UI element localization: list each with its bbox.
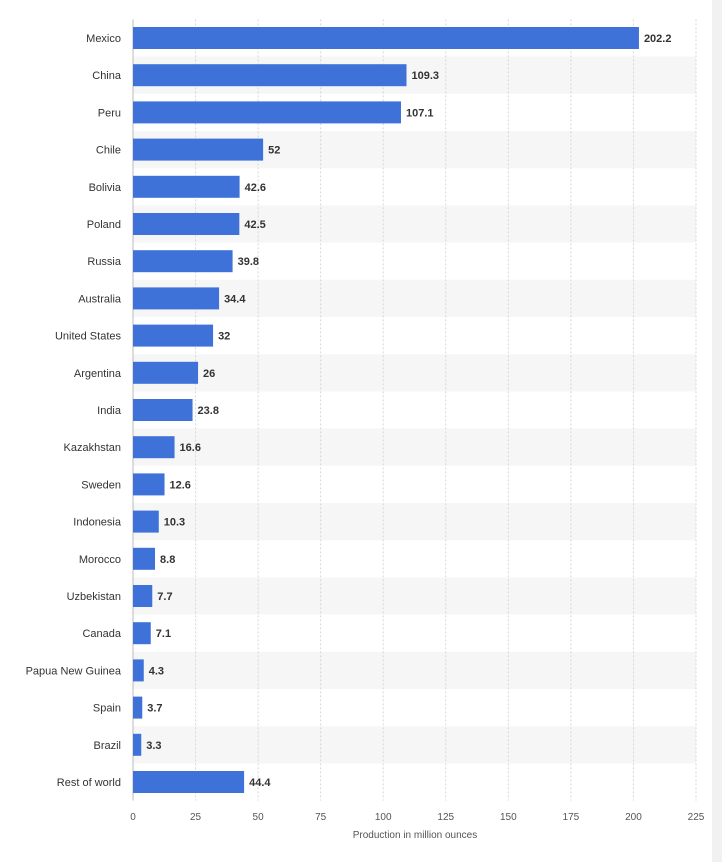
x-tick-label: 0 [130,812,136,823]
category-label: Peru [98,107,121,119]
value-label: 12.6 [170,479,191,491]
row-stripe [133,279,696,317]
bar[interactable] [133,547,156,570]
x-axis-title: Production in million ounces [353,830,478,841]
bar[interactable] [133,287,220,310]
value-label: 202.2 [644,33,672,45]
category-label: Australia [78,293,122,305]
value-label: 7.1 [156,628,171,640]
value-label: 8.8 [160,554,175,566]
category-label: Spain [93,703,121,715]
bar[interactable] [133,101,401,124]
row-stripe [133,651,696,689]
bar[interactable] [133,771,245,793]
bar[interactable] [133,250,233,273]
category-label: Canada [82,628,121,640]
category-label: Rest of world [57,777,121,789]
x-tick-label: 175 [563,812,580,823]
category-label: Papua New Guinea [26,665,122,677]
bar[interactable] [133,138,264,161]
bars [133,27,639,793]
row-stripe [133,726,696,764]
value-label: 10.3 [164,517,185,529]
category-labels: Mexico China Peru Chile Bolivia Poland Russia A… [26,33,122,789]
bar[interactable] [133,473,165,496]
bar[interactable] [133,622,151,645]
category-label: Kazakhstan [64,442,121,454]
value-label: 109.3 [411,70,439,82]
row-stripe [133,503,696,541]
row-stripe [133,428,696,466]
value-label: 23.8 [198,405,219,417]
x-tick-label: 125 [437,812,454,823]
value-label: 4.3 [149,665,164,677]
x-tick-label: 50 [253,812,265,823]
row-stripe [133,577,696,615]
x-tick-label: 200 [625,812,642,823]
value-label: 26 [203,368,215,380]
value-label: 3.3 [146,740,161,752]
category-label: Indonesia [73,517,122,529]
value-labels: 202.2 109.3 107.1 52 42.6 42.5 39.8 34.4 32 26 23.… [146,33,671,789]
category-label: Russia [87,256,122,268]
value-label: 39.8 [238,256,259,268]
bar[interactable] [133,585,153,607]
x-tick-label: 25 [190,812,202,823]
value-label: 42.5 [244,219,265,231]
value-label: 16.6 [180,442,201,454]
x-tick-labels: 0 25 50 75 100 125 150 175 200 225 [130,812,705,823]
value-label: 7.7 [157,591,172,603]
value-label: 44.4 [249,777,271,789]
bar[interactable] [133,733,142,756]
value-label: 42.6 [245,182,266,194]
bar[interactable] [133,510,159,533]
category-label: Chile [96,145,121,157]
scrollbar-track[interactable] [712,0,722,862]
value-label: 32 [218,331,230,343]
category-label: China [92,70,122,82]
bar[interactable] [133,399,193,421]
row-stripes [133,56,696,764]
category-label: Argentina [74,368,122,380]
bar[interactable] [133,436,175,459]
x-tick-label: 75 [315,812,327,823]
bar[interactable] [133,324,214,347]
bar[interactable] [133,213,240,235]
category-label: Poland [87,219,121,231]
value-label: 34.4 [224,293,246,305]
category-label: Sweden [81,479,121,491]
category-label: Uzbekistan [67,591,121,603]
row-stripe [133,354,696,392]
category-label: Mexico [86,33,121,45]
bar[interactable] [133,64,407,87]
category-label: India [97,405,122,417]
category-label: United States [55,331,122,343]
bar[interactable] [133,175,240,198]
value-label: 3.7 [147,703,162,715]
bar[interactable] [133,659,144,682]
value-label: 52 [268,145,280,157]
value-label: 107.1 [406,107,434,119]
category-label: Brazil [93,740,121,752]
bar[interactable] [133,696,143,719]
bar[interactable] [133,361,199,384]
x-tick-label: 150 [500,812,517,823]
bar[interactable] [133,27,639,49]
category-label: Bolivia [89,182,122,194]
x-tick-label: 225 [688,812,705,823]
x-tick-label: 100 [375,812,392,823]
category-label: Morocco [79,554,121,566]
